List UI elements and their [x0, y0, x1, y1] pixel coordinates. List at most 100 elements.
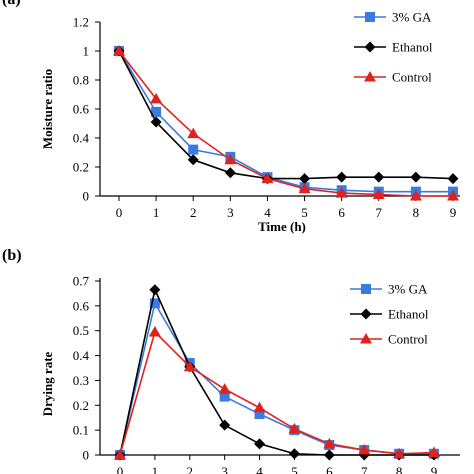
panel-b-y-ticks: 0 0.1 0.2 0.3 0.4 0.5 0.6 0.7	[73, 274, 100, 463]
data-point	[373, 171, 385, 183]
y-tick-label: 0.4	[73, 348, 90, 363]
legend-marker	[365, 12, 375, 22]
legend-label: 3% GA	[392, 10, 432, 25]
x-tick-label: 2	[187, 464, 194, 474]
legend-marker	[364, 71, 376, 82]
data-point	[372, 188, 385, 200]
y-tick-label: 0.6	[73, 102, 90, 117]
legend-label: Ethanol	[388, 307, 429, 322]
data-point	[113, 45, 125, 56]
x-tick-label: 8	[396, 464, 403, 474]
data-point	[261, 172, 274, 184]
legend-marker	[360, 308, 372, 320]
data-point	[224, 167, 236, 179]
x-tick-label: 8	[413, 205, 420, 220]
x-tick-label: 5	[301, 205, 308, 220]
data-point	[336, 171, 348, 183]
panel-a-label: (a)	[2, 0, 21, 8]
data-point	[187, 154, 199, 166]
data-point	[254, 438, 266, 450]
x-tick-label: 9	[450, 205, 457, 220]
x-tick-label: 5	[291, 464, 298, 474]
y-tick-label: 0.6	[73, 298, 90, 313]
x-tick-label: 4	[264, 205, 271, 220]
data-point	[335, 187, 348, 198]
data-point	[358, 444, 371, 455]
y-tick-label: 0	[83, 189, 90, 204]
legend-label: Control	[388, 332, 428, 347]
data-point	[428, 446, 440, 458]
y-tick-label: 0.2	[73, 398, 89, 413]
data-point	[253, 401, 266, 413]
data-point	[219, 419, 231, 431]
panel-a-x-ticks: 0 1 2 3 4 5 6 7 8 9	[116, 196, 457, 220]
data-point	[323, 437, 336, 449]
panel-a-legend: 3% GA Ethanol Control	[354, 10, 433, 85]
panel-a: (a) 0 0.2 0.4 0.6 0.8 1 1.2 0 1 2 3 4 5 6 7 8 9 Moistur…	[2, 0, 460, 234]
panel-b-label: (b)	[2, 247, 22, 264]
data-point	[323, 449, 335, 461]
data-point	[150, 116, 162, 128]
data-point	[447, 173, 459, 185]
data-point	[298, 182, 311, 194]
series-line-ethanol	[118, 50, 454, 180]
series-line-control	[118, 50, 453, 197]
y-tick-label: 0.8	[73, 73, 89, 88]
data-point	[114, 449, 126, 460]
data-point	[447, 190, 459, 201]
series-line-3-ga	[118, 50, 453, 193]
panel-b-legend: 3% GA Ethanol Control	[350, 282, 429, 347]
x-tick-label: 3	[227, 205, 234, 220]
x-tick-label: 6	[338, 205, 345, 220]
series-line-control	[119, 330, 435, 456]
x-tick-label: 7	[376, 205, 383, 220]
data-point	[288, 448, 300, 460]
data-point	[150, 92, 163, 104]
series-line-3-ga	[119, 301, 434, 456]
panel-a-x-axis-title: Time (h)	[258, 219, 306, 234]
panel-a-y-ticks: 0 0.2 0.4 0.6 0.8 1 1.2	[73, 15, 100, 204]
data-point	[218, 383, 231, 394]
x-tick-label: 6	[326, 464, 333, 474]
legend-label: Ethanol	[392, 40, 433, 55]
legend-label: Control	[392, 70, 432, 85]
data-point	[187, 127, 200, 139]
x-tick-label: 7	[361, 464, 368, 474]
y-tick-label: 0	[83, 448, 90, 463]
y-tick-label: 0.1	[73, 423, 89, 438]
data-point	[410, 171, 422, 183]
legend-label: 3% GA	[388, 282, 428, 297]
data-point	[149, 284, 161, 296]
panel-b: (b) 0 0.1 0.2 0.3 0.4 0.5 0.6 0.7 0 1 2 3 4 5 6 7 8 9 Dr…	[2, 247, 460, 474]
data-point	[409, 190, 422, 201]
data-point	[188, 144, 199, 155]
x-tick-label: 1	[152, 464, 159, 474]
panel-b-x-ticks: 0 1 2 3 4 5 6 7 8 9	[117, 455, 438, 474]
legend-marker	[361, 284, 371, 294]
data-point	[219, 391, 230, 402]
panel-a-series	[113, 45, 459, 201]
data-point	[148, 325, 161, 337]
data-point	[149, 298, 160, 309]
y-tick-label: 0.3	[73, 373, 89, 388]
y-tick-label: 0.5	[73, 323, 89, 338]
y-tick-label: 1.2	[73, 15, 89, 30]
panel-b-y-axis-title: Drying rate	[40, 351, 55, 416]
y-tick-label: 0.7	[73, 274, 90, 289]
x-tick-label: 2	[190, 205, 197, 220]
x-tick-label: 0	[116, 205, 123, 220]
data-point	[183, 360, 196, 372]
data-point	[288, 422, 301, 434]
x-tick-label: 1	[153, 205, 160, 220]
y-tick-label: 0.4	[73, 131, 90, 146]
x-tick-label: 9	[431, 464, 438, 474]
y-tick-label: 1	[83, 44, 90, 59]
data-point	[393, 447, 406, 459]
x-tick-label: 3	[221, 464, 228, 474]
panel-a-y-axis-title: Moisture ratio	[40, 69, 55, 149]
data-point	[224, 153, 237, 165]
x-tick-label: 0	[117, 464, 124, 474]
series-line-ethanol	[119, 287, 434, 456]
legend-marker	[360, 333, 372, 344]
